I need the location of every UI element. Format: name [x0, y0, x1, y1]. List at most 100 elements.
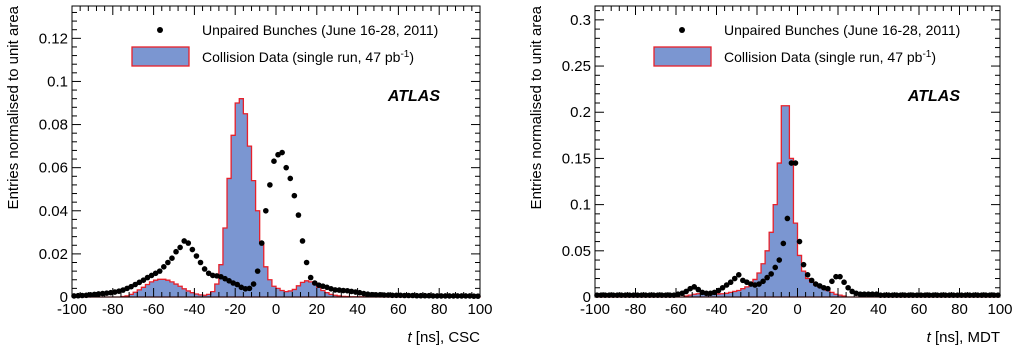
- atlas-label: ATLAS: [907, 88, 960, 105]
- unpaired-bunches-point: [735, 272, 742, 278]
- unpaired-bunches-point: [475, 293, 481, 299]
- unpaired-bunches-point: [471, 293, 477, 299]
- unpaired-bunches-point: [381, 292, 387, 298]
- x-axis-label: t [ns], CSC: [407, 329, 480, 346]
- unpaired-bunches-point: [279, 149, 285, 156]
- unpaired-bunches-point: [691, 284, 698, 290]
- unpaired-bunches-point: [103, 290, 110, 296]
- unpaired-bunches-point: [169, 255, 175, 261]
- x-tick-label: -60: [143, 301, 165, 318]
- unpaired-bunches-point: [303, 259, 310, 266]
- unpaired-bunches-point: [377, 292, 383, 298]
- unpaired-bunches-point: [857, 291, 864, 298]
- unpaired-bunches-point: [209, 272, 216, 279]
- y-axis-label: Entries normalised to unit area: [5, 5, 22, 209]
- unpaired-bunches-point: [369, 291, 375, 298]
- legend-marker-icon: [157, 27, 163, 33]
- x-tick-label: 0: [272, 301, 280, 318]
- unpaired-bunches-point: [373, 292, 379, 298]
- unpaired-bunches-point: [784, 215, 791, 222]
- legend-label-collision: Collision Data (single run, 47 pb-1): [724, 49, 936, 65]
- unpaired-bunches-point: [201, 266, 208, 272]
- unpaired-bunches-point: [683, 288, 689, 295]
- unpaired-bunches-point: [99, 290, 106, 297]
- unpaired-bunches-point: [197, 259, 204, 266]
- unpaired-bunches-point: [336, 287, 343, 293]
- unpaired-bunches-point: [332, 287, 338, 293]
- unpaired-bunches-point: [792, 160, 799, 166]
- y-tick-label: 0.08: [39, 117, 68, 134]
- unpaired-bunches-point: [385, 292, 392, 298]
- unpaired-bunches-point: [156, 268, 163, 274]
- y-tick-label: 0.25: [562, 58, 591, 75]
- unpaired-bunches-point: [703, 290, 710, 297]
- x-tick-label: -100: [57, 301, 87, 318]
- legend-fill-swatch: [131, 46, 190, 67]
- y-tick-label: 0: [60, 289, 68, 306]
- unpaired-bunches-point: [788, 160, 795, 166]
- unpaired-bunches-point: [829, 278, 835, 285]
- y-tick-label: 0.06: [39, 160, 68, 177]
- unpaired-bunches-point: [271, 158, 277, 164]
- unpaired-bunches-point: [776, 257, 783, 263]
- unpaired-bunches-point: [140, 277, 147, 283]
- x-tick-label: 100: [987, 301, 1012, 318]
- x-tick-label: 40: [349, 301, 366, 318]
- unpaired-bunches-point: [772, 264, 779, 271]
- x-tick-label: -40: [706, 301, 728, 318]
- x-tick-label: -20: [746, 301, 768, 318]
- x-tick-label: 40: [870, 301, 887, 318]
- y-tick-label: 0.2: [570, 104, 591, 121]
- legend-label-collision: Collision Data (single run, 47 pb-1): [202, 49, 414, 65]
- unpaired-bunches-point: [800, 261, 807, 268]
- unpaired-bunches-point: [780, 240, 787, 247]
- unpaired-bunches-point: [365, 291, 371, 298]
- unpaired-bunches-point: [865, 291, 872, 298]
- unpaired-bunches-point: [723, 282, 730, 288]
- x-tick-label: 60: [390, 301, 407, 318]
- x-tick-label: -100: [580, 301, 610, 318]
- unpaired-bunches-point: [246, 285, 253, 292]
- x-tick-label: -80: [102, 301, 124, 318]
- mdt-time-panel: -100 -80 -60 -40 -20 0 20 40 60 80 100 0 0.05 0.1 0.15…: [528, 5, 1013, 346]
- unpaired-bunches-point: [719, 284, 726, 291]
- unpaired-bunches-point: [185, 240, 192, 246]
- unpaired-bunches-point: [177, 244, 183, 251]
- unpaired-bunches-point: [250, 281, 257, 287]
- x-tick-label: 0: [793, 301, 801, 318]
- unpaired-bunches-point: [263, 207, 269, 214]
- unpaired-bunches-point: [283, 164, 290, 171]
- collision-data-histogram: [72, 98, 481, 298]
- unpaired-bunches-point: [258, 240, 265, 246]
- x-tick-label: -40: [184, 301, 206, 318]
- unpaired-bunches-point: [764, 274, 770, 281]
- unpaired-bunches-point: [825, 285, 831, 292]
- unpaired-bunches-point: [287, 175, 294, 182]
- legend-label-unpaired: Unpaired Bunches (June 16-28, 2011): [202, 22, 438, 38]
- unpaired-bunches-point: [833, 273, 839, 280]
- unpaired-bunches-point: [189, 246, 196, 253]
- unpaired-bunches-point: [295, 212, 302, 218]
- y-tick-label: 0: [583, 289, 591, 306]
- unpaired-bunches-point: [845, 284, 851, 291]
- x-tick-label: 60: [911, 301, 928, 318]
- y-tick-label: 0.02: [39, 246, 68, 263]
- csc-time-panel: -100 -80 -60 -40 -20 0 20 40 60 80 100 0 0.02 0.04 0.0…: [5, 5, 493, 346]
- unpaired-bunches-point: [841, 279, 847, 286]
- x-tick-label: 80: [951, 301, 968, 318]
- y-axis-label: Entries normalised to unit area: [528, 5, 545, 209]
- x-tick-label: -20: [224, 301, 246, 318]
- unpaired-bunches-point: [340, 287, 347, 294]
- unpaired-bunches-point: [727, 279, 734, 286]
- unpaired-bunches-point: [254, 268, 261, 274]
- legend-label-unpaired: Unpaired Bunches (June 16-28, 2011): [724, 22, 960, 38]
- x-tick-label: 80: [431, 301, 448, 318]
- unpaired-bunches-point: [234, 281, 241, 288]
- x-axis-label: t [ns], MDT: [927, 329, 1000, 346]
- legend-marker-icon: [679, 27, 685, 33]
- y-tick-label: 0.3: [570, 12, 591, 29]
- unpaired-bunches-point: [165, 259, 171, 266]
- unpaired-bunches-point: [161, 264, 167, 270]
- y-tick-label: 0.1: [47, 73, 68, 90]
